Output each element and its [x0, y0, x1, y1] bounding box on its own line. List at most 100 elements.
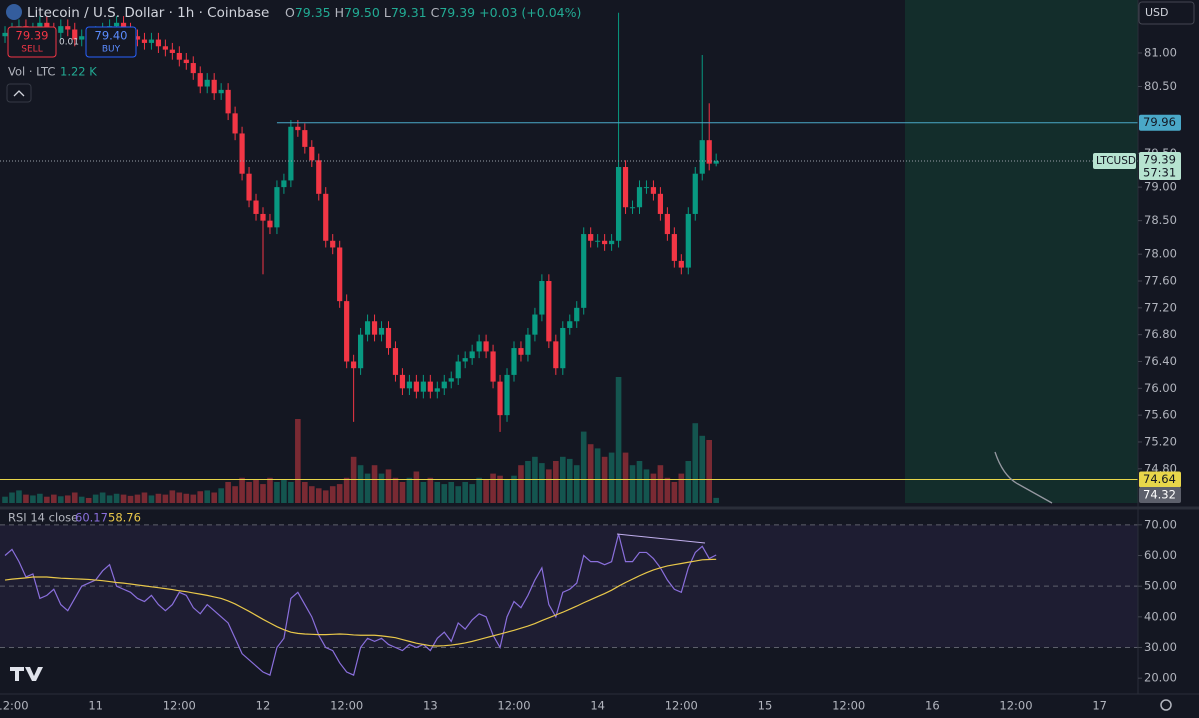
currency-button[interactable]	[1138, 1, 1195, 25]
candle-body	[113, 22, 120, 27]
volume-bar	[85, 497, 92, 503]
candle-body	[581, 234, 587, 308]
candle-body	[713, 160, 719, 164]
volume-bar	[483, 479, 489, 503]
volume-bar	[608, 452, 615, 503]
volume-bar	[16, 490, 22, 503]
candle-body	[657, 193, 664, 214]
volume-bar	[699, 435, 706, 503]
candle-body	[664, 213, 670, 235]
candle-body	[378, 327, 385, 335]
candle-body	[602, 240, 608, 245]
volume-bar	[37, 493, 43, 503]
candle-body	[483, 341, 489, 352]
volume-bar	[427, 477, 434, 503]
y-tick-label: 50.00	[1144, 579, 1177, 593]
candle-body	[567, 321, 573, 328]
candle-body	[176, 52, 182, 60]
candle-body	[65, 26, 71, 30]
buy-label[interactable]: BUY	[102, 45, 121, 55]
x-tick-label: 14	[590, 699, 605, 713]
volume-bar	[539, 463, 545, 503]
ohlc-key: C	[431, 5, 440, 20]
candle-body	[211, 79, 217, 94]
ohlc-key: H	[335, 5, 344, 20]
volume-bar	[441, 484, 448, 503]
x-tick-label: 12:00	[832, 699, 865, 713]
volume-bar	[218, 488, 224, 503]
volume-bar	[78, 496, 85, 503]
volume-bar	[622, 452, 629, 503]
volume-bar	[615, 377, 622, 503]
volume-bar	[253, 479, 259, 503]
candle-body	[232, 113, 238, 134]
candle-body	[2, 32, 8, 37]
volume-bar	[336, 484, 343, 503]
x-tick-label: 12:00	[0, 699, 29, 713]
volume-value: 1.22 K	[60, 65, 97, 79]
low-label: 74.32	[1143, 488, 1176, 502]
volume-bar	[713, 497, 719, 503]
volume-bar	[176, 492, 183, 503]
candle-body	[699, 140, 705, 174]
y-tick-label: 76.00	[1144, 381, 1177, 395]
x-tick-label: 16	[925, 699, 940, 713]
volume-bar	[302, 482, 308, 503]
marks	[0, 12, 1138, 676]
y-tick-label: 77.20	[1144, 300, 1177, 314]
x-tick-label: 13	[423, 699, 438, 713]
candle-body	[37, 22, 43, 30]
volume-bar	[169, 490, 176, 503]
candle-body	[671, 234, 677, 261]
candle-body	[330, 240, 336, 248]
settings-icon[interactable]	[1160, 699, 1172, 711]
volume-bar	[546, 469, 552, 503]
volume-bar	[92, 494, 99, 503]
candle-body	[337, 247, 343, 302]
candle-body	[511, 348, 517, 375]
volume-bar	[462, 482, 468, 503]
volume-bar	[504, 479, 510, 503]
collapse-button[interactable]	[6, 83, 32, 103]
volume-bar	[2, 496, 8, 503]
candle-body	[309, 146, 315, 161]
candle-body	[148, 39, 155, 43]
sell-label[interactable]: SELL	[21, 45, 42, 55]
volume-bar	[594, 448, 601, 503]
candle-body	[622, 166, 629, 208]
x-tick-label: 12:00	[665, 699, 698, 713]
x-tick-label: 12:00	[330, 699, 363, 713]
currency[interactable]: USD	[1145, 6, 1169, 19]
range-highlight	[905, 0, 1138, 503]
volume-bar	[413, 471, 420, 503]
volume-bar	[378, 473, 385, 503]
sell-price[interactable]: 79.39	[16, 29, 49, 43]
volume-bar	[288, 482, 294, 503]
volume-bar	[232, 486, 238, 503]
ohlc-value: 79.50	[344, 5, 380, 20]
volume-bar	[706, 440, 713, 503]
volume-bar	[518, 465, 524, 503]
volume-bar	[636, 461, 643, 503]
candle-body	[79, 36, 85, 40]
candle-body	[692, 173, 698, 214]
candle-body	[434, 388, 440, 392]
buy-button[interactable]	[85, 26, 137, 58]
candle-body	[448, 378, 454, 382]
y-tick-label: 75.20	[1144, 434, 1177, 448]
tv-logo	[10, 667, 43, 681]
candle-body	[706, 140, 712, 164]
drawing-curve	[994, 451, 1053, 504]
volume-bar	[469, 484, 475, 503]
volume-bar	[141, 492, 148, 503]
collapse-icon[interactable]	[13, 90, 25, 97]
candle-body	[441, 381, 447, 389]
rsi-value: 60.17	[75, 511, 108, 525]
candle-body	[420, 381, 426, 392]
coin-logo	[6, 4, 22, 20]
candle-body	[609, 240, 615, 245]
buy-price[interactable]: 79.40	[95, 29, 128, 43]
candle-body	[295, 126, 301, 131]
candle-body	[539, 281, 545, 315]
sell-button[interactable]	[7, 26, 57, 58]
